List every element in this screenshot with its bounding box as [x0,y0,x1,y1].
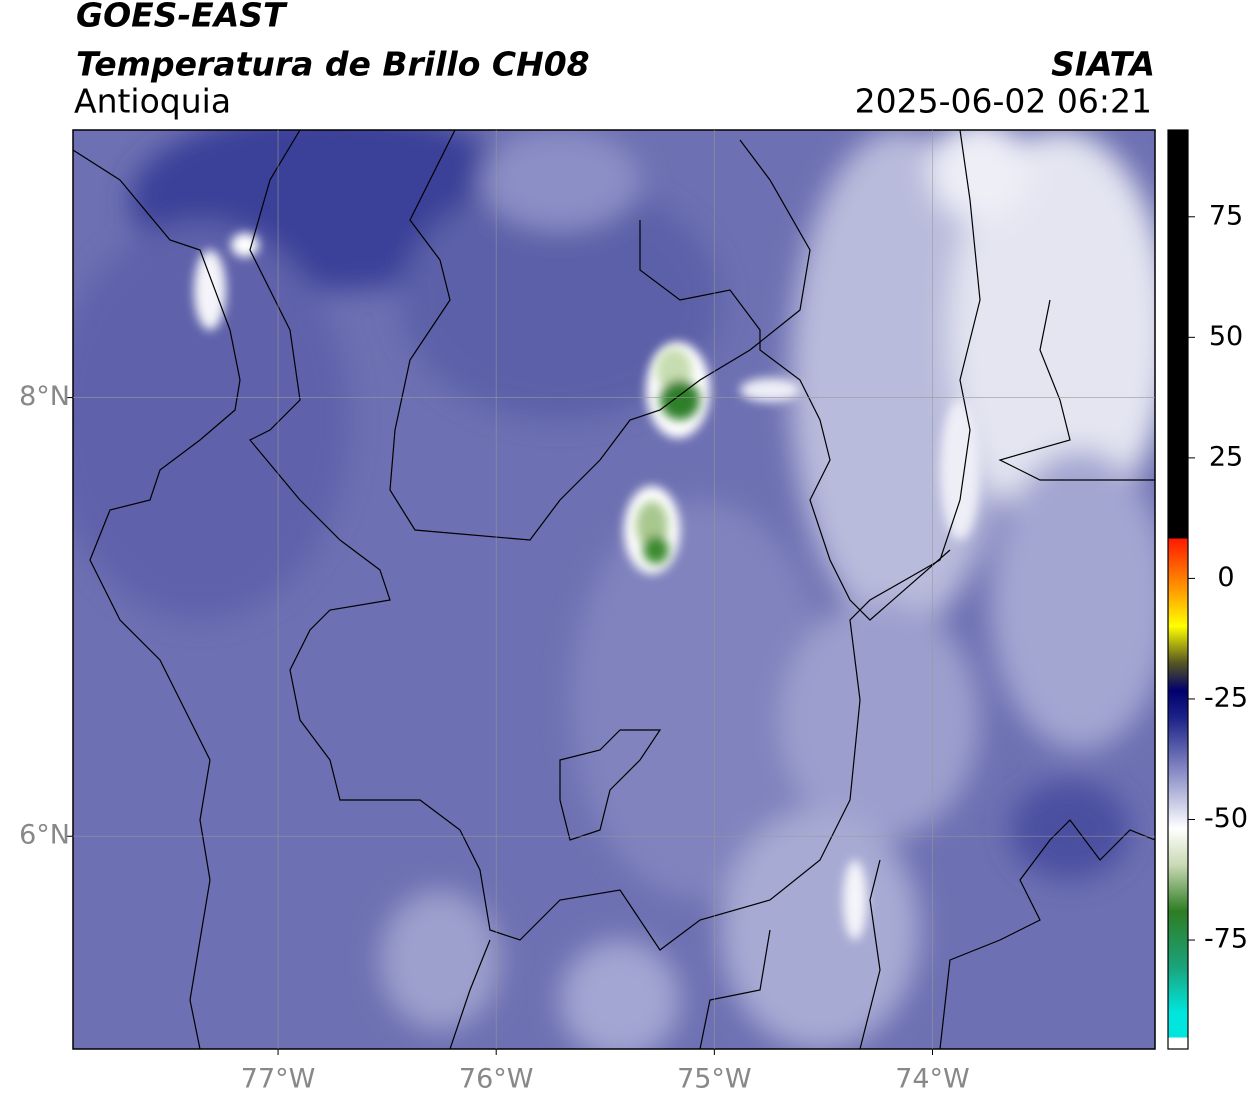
lon-tick-label: 77°W [241,1064,316,1095]
colorbar-tick-label: 50 [1209,321,1243,352]
colorbar-tick-label: 0 [1217,562,1234,593]
lon-tick-label: 75°W [677,1064,752,1095]
colorbar-tick-label: 25 [1209,441,1243,472]
agency-label: SIATA [1051,45,1155,84]
product-title: Temperatura de Brillo CH08 [76,45,590,84]
lon-tick-label: 74°W [895,1064,970,1095]
colorbar [1167,129,1189,1050]
lat-tick-label: 6°N [19,820,70,851]
map-frame [72,129,1156,1050]
colorbar-tick-label: -75 [1204,924,1248,955]
colorbar-tick-label: -50 [1204,803,1248,834]
colorbar-tick-label: 75 [1209,200,1243,231]
lon-tick-label: 76°W [459,1064,534,1095]
colorbar-tick-label: -25 [1204,682,1248,713]
region-label: Antioquia [74,82,231,121]
map-image [73,130,1155,1049]
lat-tick-label: 8°N [19,381,70,412]
satellite-title: GOES-EAST [76,0,288,35]
datetime-label: 2025-06-02 06:21 [855,82,1152,121]
